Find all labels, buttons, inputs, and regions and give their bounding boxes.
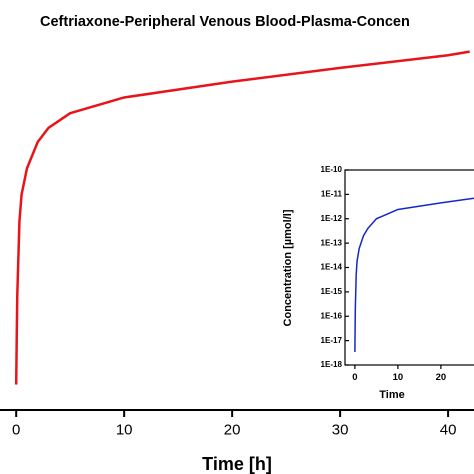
y-tick-label: 1E-10 [320, 165, 342, 174]
y-tick-label: 1E-11 [321, 190, 343, 199]
x-axis-label: Time [h] [202, 454, 272, 474]
y-tick-label: 1E-13 [320, 238, 342, 247]
x-tick-label: 30 [332, 421, 349, 438]
chart-title: Ceftriaxone-Peripheral Venous Blood-Plas… [40, 14, 410, 30]
x-tick-label: 10 [116, 421, 133, 438]
x-tick-label: 10 [393, 372, 404, 383]
y-tick-label: 1E-18 [320, 360, 342, 369]
x-tick-label: 40 [440, 421, 457, 438]
inset-frame [344, 169, 474, 366]
y-tick-label: 1E-15 [320, 287, 342, 296]
inset-y-axis-label: Concentration [µmol/l] [282, 209, 294, 326]
y-tick-label: 1E-12 [320, 214, 342, 223]
y-tick-label: 1E-14 [320, 263, 342, 272]
x-tick-label: 20 [436, 372, 447, 383]
x-tick-label: 20 [224, 421, 241, 438]
y-tick-label: 1E-17 [320, 336, 342, 345]
x-tick-label: 0 [12, 421, 20, 438]
x-tick-label: 0 [352, 372, 357, 383]
y-tick-label: 1E-16 [320, 311, 342, 320]
data-line [14, 50, 470, 385]
inset-x-axis-label: Time [379, 389, 404, 401]
data-line [354, 197, 474, 353]
